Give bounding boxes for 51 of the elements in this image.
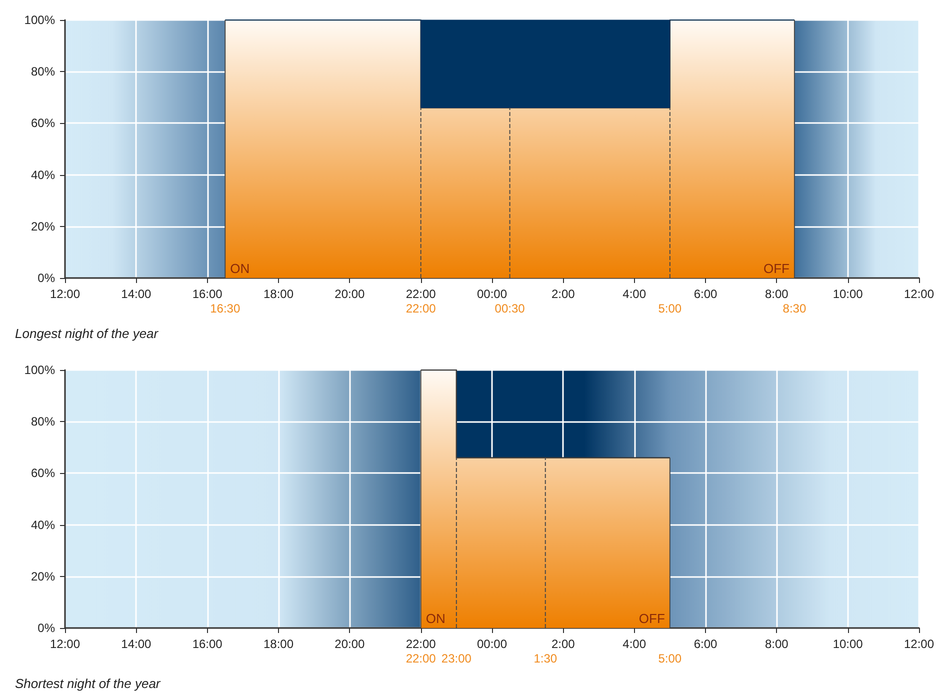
- ref-line-label: 22:00: [406, 652, 436, 666]
- x-tick-label: 12:00: [904, 287, 934, 301]
- ref-line-label: 8:30: [782, 302, 806, 316]
- ref-line-label: 23:00: [441, 652, 472, 666]
- text: Longest night of the year: [15, 326, 159, 341]
- x-tick-label: 6:00: [694, 637, 718, 651]
- x-tick-label: 8:00: [764, 287, 789, 301]
- x-tick-label: 14:00: [121, 287, 152, 301]
- x-tick-label: 22:00: [406, 287, 436, 301]
- y-tick-label: 0%: [38, 271, 56, 285]
- y-tick-label: 20%: [30, 219, 56, 234]
- ref-line-label: 22:00: [406, 302, 436, 316]
- ref-line-label: 5:00: [658, 652, 682, 666]
- annotation: OFF: [638, 611, 665, 626]
- x-tick-label: 18:00: [263, 637, 294, 651]
- y-tick-label: 100%: [24, 13, 56, 27]
- x-tick-label: 6:00: [694, 287, 718, 301]
- x-tick-label: 2:00: [551, 287, 576, 301]
- y-tick-label: 80%: [30, 414, 56, 429]
- x-tick-label: 20:00: [334, 287, 366, 301]
- y-tick-label: 20%: [30, 569, 56, 584]
- ref-line-label: 5:00: [658, 302, 682, 316]
- y-tick-label: 100%: [24, 363, 56, 377]
- ref-line-label: 1:30: [534, 652, 558, 666]
- x-tick-label: 16:00: [192, 637, 223, 651]
- ref-line-label: 00:30: [494, 302, 526, 316]
- x-tick-label: 10:00: [832, 287, 864, 301]
- annotation: ON: [426, 611, 446, 626]
- x-tick-label: 12:00: [50, 287, 80, 301]
- x-tick-label: 12:00: [904, 637, 934, 651]
- x-tick-label: 00:00: [476, 287, 508, 301]
- x-tick-label: 4:00: [622, 287, 646, 301]
- x-tick-label: 22:00: [406, 637, 436, 651]
- x-tick-label: 10:00: [832, 637, 864, 651]
- x-tick-label: 16:00: [192, 287, 223, 301]
- y-tick-label: 40%: [30, 168, 56, 182]
- x-tick-label: 00:00: [476, 637, 508, 651]
- x-tick-label: 8:00: [764, 637, 789, 651]
- y-tick-label: 60%: [30, 116, 56, 130]
- x-tick-label: 2:00: [551, 637, 576, 651]
- x-tick-label: 4:00: [622, 637, 646, 651]
- text: Shortest night of the year: [15, 676, 161, 691]
- y-tick-label: 60%: [30, 466, 56, 480]
- ref-line-label: 16:30: [210, 302, 240, 316]
- y-tick-label: 80%: [30, 64, 56, 79]
- y-tick-label: 40%: [30, 518, 56, 532]
- x-tick-label: 12:00: [50, 637, 80, 651]
- x-tick-label: 14:00: [121, 637, 152, 651]
- y-tick-label: 0%: [38, 621, 56, 635]
- x-tick-label: 20:00: [334, 637, 366, 651]
- x-tick-label: 18:00: [263, 287, 294, 301]
